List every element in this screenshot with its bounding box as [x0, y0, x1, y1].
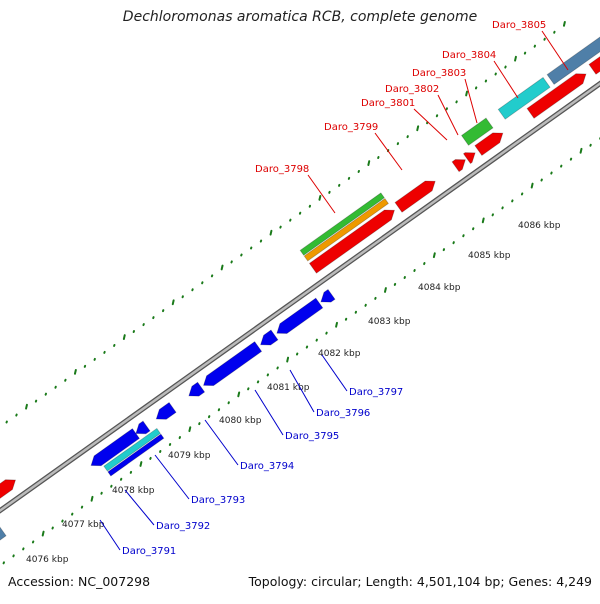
reverse-gene — [321, 289, 335, 302]
reverse-gene-label: Daro_3795 — [285, 431, 339, 442]
reverse-gene-label: Daro_3791 — [122, 546, 176, 557]
reverse-label-connector — [322, 355, 347, 391]
forward-tick-mark — [368, 161, 369, 165]
reverse-gene — [277, 298, 323, 333]
forward-gene-label: Daro_3802 — [385, 84, 439, 95]
genome-summary: Topology: circular; Length: 4,501,104 bp… — [249, 574, 592, 589]
reverse-gene-label: Daro_3797 — [349, 387, 403, 398]
reverse-tick-mark — [141, 462, 142, 466]
forward-tick-mark — [319, 196, 320, 200]
forward-gene-label: Daro_3801 — [361, 98, 415, 109]
reverse-gene-label: Daro_3794 — [240, 461, 294, 472]
reverse-tick-mark — [483, 218, 484, 222]
scale-label: 4076 kbp — [26, 555, 69, 565]
reverse-gene-label: Daro_3792 — [156, 521, 210, 532]
reverse-tick-mark — [532, 184, 533, 188]
forward-tick-mark — [173, 300, 174, 304]
reverse-tick-mark — [238, 392, 239, 396]
forward-label-connector — [438, 95, 458, 135]
scale-label: 4085 kbp — [468, 251, 511, 261]
reverse-tick-mark — [336, 323, 337, 327]
forward-gene-label: Daro_3804 — [442, 50, 496, 61]
reverse-tick-mark — [43, 532, 44, 536]
scale-label: 4084 kbp — [418, 283, 461, 293]
forward-gene-label: Daro_3798 — [255, 164, 309, 175]
scale-label: 4081 kbp — [267, 383, 310, 393]
reverse-gene — [136, 421, 150, 434]
scale-label: 4086 kbp — [518, 221, 561, 231]
scale-label: 4080 kbp — [219, 416, 262, 426]
forward-label-connector — [308, 175, 335, 213]
forward-gene-label: Daro_3803 — [412, 68, 466, 79]
forward-tick-mark — [222, 266, 223, 270]
forward-tick-mark — [515, 57, 516, 61]
reverse-label-connector — [155, 455, 189, 499]
forward-gene — [464, 153, 476, 164]
forward-label-connector — [465, 79, 477, 123]
forward-tick-mark — [124, 335, 125, 339]
forward-tick-mark — [271, 231, 272, 235]
reverse-tick-mark — [287, 358, 288, 362]
reverse-gene — [261, 330, 278, 345]
scale-label: 4078 kbp — [112, 486, 155, 496]
forward-label-connector — [414, 109, 447, 140]
reverse-gene-label: Daro_3793 — [191, 495, 245, 506]
reverse-gene-label: Daro_3796 — [316, 408, 370, 419]
reverse-tick-mark — [434, 253, 435, 257]
forward-tick-mark — [417, 126, 418, 130]
accession-label: Accession: NC_007298 — [8, 574, 150, 589]
reverse-tick-mark — [385, 288, 386, 292]
forward-gene-label: Daro_3799 — [324, 122, 378, 133]
reverse-label-connector — [100, 520, 120, 550]
scale-label: 4077 kbp — [62, 520, 105, 530]
reverse-gene — [156, 403, 176, 420]
reverse-gene — [189, 382, 205, 396]
forward-tick-mark — [26, 405, 27, 409]
genome-title: Dechloromonas aromatica RCB, complete ge… — [0, 9, 600, 25]
reverse-tick-mark — [189, 427, 190, 431]
scale-label: 4083 kbp — [368, 317, 411, 327]
forward-tick-mark — [466, 92, 467, 96]
reverse-label-connector — [255, 390, 283, 435]
reverse-gene-steelblue — [0, 524, 6, 564]
reverse-tick-mark — [92, 497, 93, 501]
forward-tick-mark — [75, 370, 76, 374]
forward-label-connector — [542, 31, 568, 70]
forward-gene — [452, 160, 465, 172]
reverse-gene — [204, 342, 262, 386]
scale-label: 4082 kbp — [318, 349, 361, 359]
scale-label: 4079 kbp — [168, 451, 211, 461]
reverse-tick-mark — [581, 149, 582, 153]
forward-label-connector — [375, 133, 402, 170]
